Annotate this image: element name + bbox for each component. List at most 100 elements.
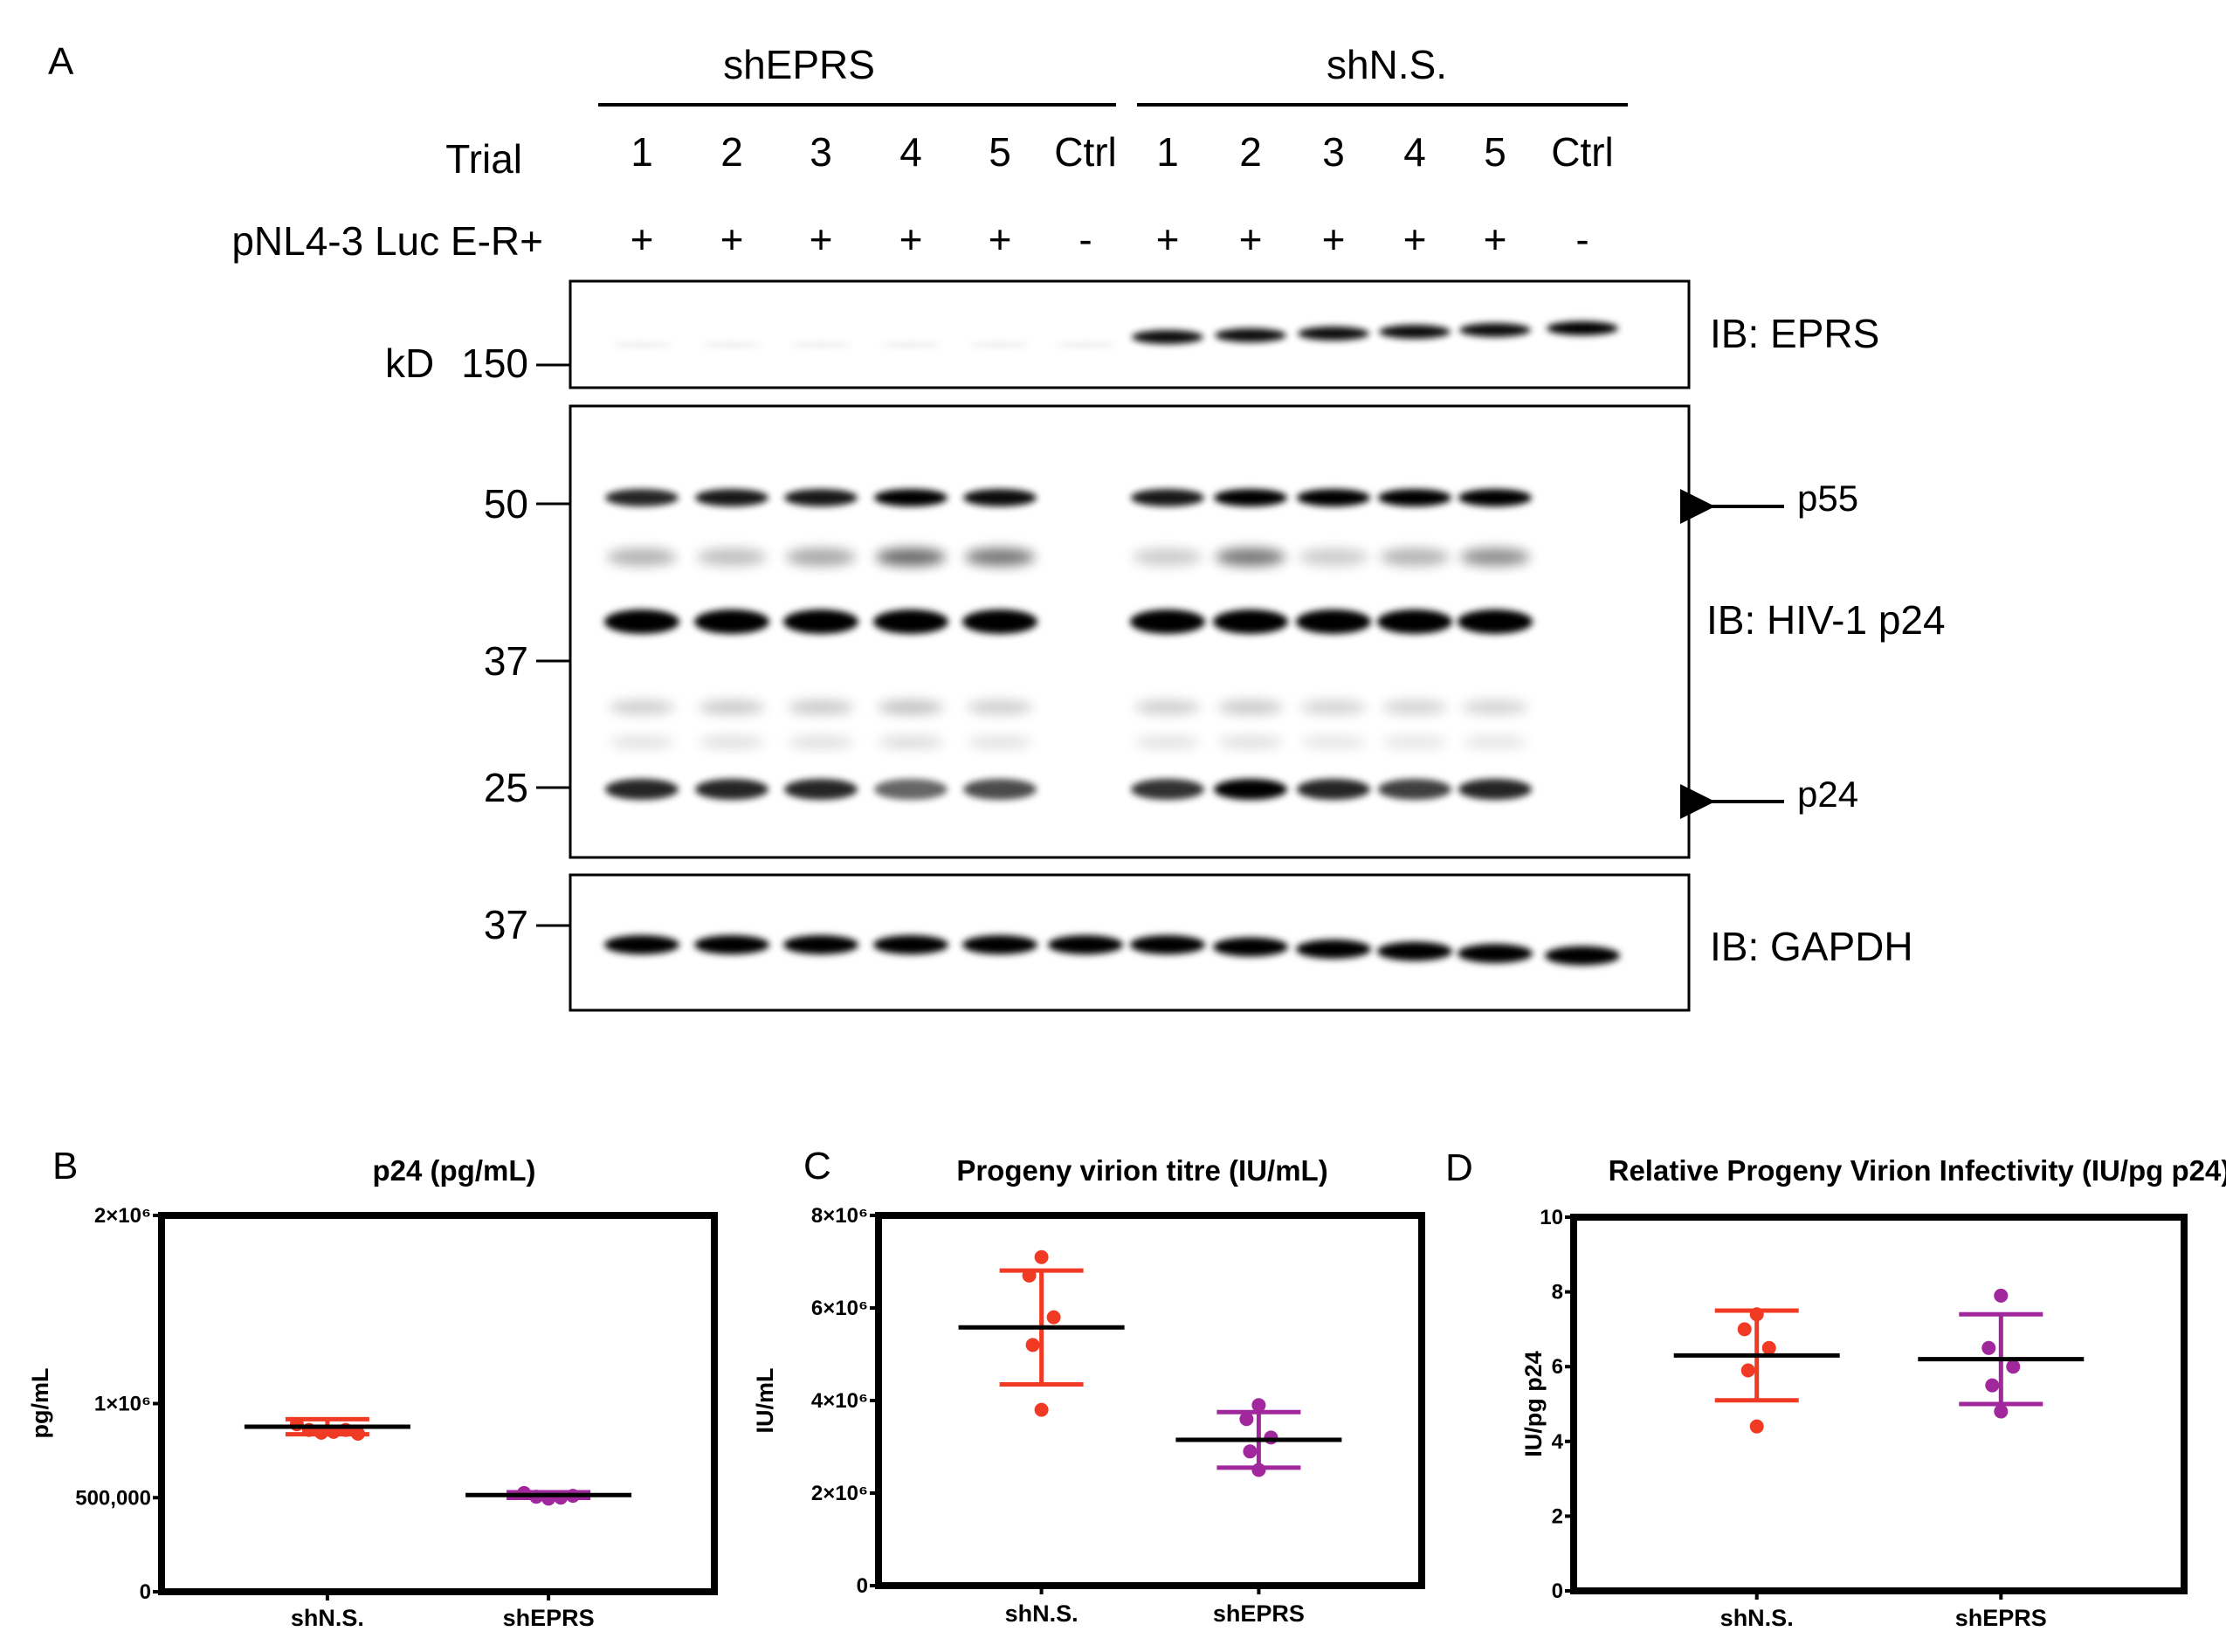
plasmid-sign: + <box>1156 217 1180 262</box>
data-point <box>350 1426 365 1441</box>
blot-band <box>790 342 851 348</box>
chart-title: Relative Progeny Virion Infectivity (IU/… <box>1609 1154 2226 1187</box>
blot-band <box>1133 548 1203 566</box>
plasmid-sign: + <box>1484 217 1507 262</box>
x-category-label: shEPRS <box>1213 1600 1305 1627</box>
plasmid-sign: + <box>720 217 744 262</box>
blot-band <box>1545 946 1620 966</box>
blot-band <box>1458 609 1533 634</box>
plasmid-sign: + <box>631 217 654 262</box>
panel-letter: B <box>52 1145 78 1187</box>
blot-band <box>1213 609 1288 634</box>
blot-band <box>1458 944 1533 963</box>
blot-band <box>694 609 769 634</box>
plasmid-sign: + <box>1322 217 1346 262</box>
blot-band <box>1459 323 1531 337</box>
blot-band <box>1131 489 1204 506</box>
blot-band <box>611 342 672 348</box>
blot-band <box>967 700 1033 714</box>
y-axis-label: IU/pg p24 <box>1520 1351 1547 1457</box>
blot-band <box>609 736 675 748</box>
marker-37: 37 <box>484 638 528 684</box>
chart-panel-d: D Relative Progeny Virion Infectivity (IU… <box>1445 1146 2226 1631</box>
blot-band <box>1214 779 1287 800</box>
plot-frame <box>875 1212 1425 1589</box>
y-tick-label: 6 <box>1552 1355 1563 1379</box>
blot-band <box>1300 700 1367 714</box>
blot-band <box>880 342 941 348</box>
data-point <box>1046 1310 1061 1325</box>
blot-band <box>965 548 1035 566</box>
lane-label: 2 <box>1239 129 1262 175</box>
plasmid-sign: + <box>989 217 1012 262</box>
plasmid-sign: + <box>1239 217 1263 262</box>
plasmid-label: pNL4-3 Luc E-R+ <box>231 218 543 264</box>
blot-band <box>783 935 858 954</box>
data-point <box>1994 1288 2009 1303</box>
chart-panel-c: C Progeny virion titre (IU/mL) IU/mL 0 2×10⁶… <box>752 1145 1425 1627</box>
blot-band <box>697 548 767 566</box>
blot-band <box>1297 489 1370 506</box>
blot-band <box>605 489 679 506</box>
blot-band <box>701 342 762 348</box>
arrow-label-p55: p55 <box>1797 478 1858 519</box>
blot-band <box>1048 935 1123 954</box>
y-tick-label: 0 <box>1552 1580 1563 1603</box>
data-point <box>1761 1340 1776 1355</box>
y-tick-label: 10 <box>1540 1206 1563 1229</box>
blot-band <box>604 609 679 634</box>
blot-band <box>786 548 856 566</box>
y-tick-label: 1×10⁶ <box>94 1393 151 1416</box>
y-tick-label: 0 <box>140 1580 151 1604</box>
data-point <box>1749 1307 1764 1322</box>
y-tick-label: 4×10⁶ <box>811 1389 868 1413</box>
blot-band <box>1462 736 1528 748</box>
data-point <box>1034 1249 1049 1264</box>
plot-frame <box>158 1212 718 1595</box>
blot-band <box>788 700 854 714</box>
blot-band <box>1377 609 1452 634</box>
plot-frame <box>1570 1214 2188 1594</box>
blot-band <box>874 489 948 506</box>
blot-band <box>1215 328 1286 342</box>
chart-title: p24 (pg/mL) <box>373 1154 536 1187</box>
data-point <box>1239 1412 1254 1427</box>
blot-band <box>1458 489 1532 506</box>
data-point <box>1740 1363 1755 1378</box>
blot-band <box>1134 736 1201 748</box>
lane-label: Ctrl <box>1054 129 1117 175</box>
plasmid-signs: + + + + + - + + + + + - <box>631 217 1589 262</box>
blot-band <box>878 700 944 714</box>
plasmid-sign: + <box>899 217 923 262</box>
data-point <box>1034 1402 1049 1417</box>
data-point <box>1994 1404 2009 1419</box>
marker-37-gapdh: 37 <box>484 902 528 947</box>
blot-band <box>1547 321 1618 335</box>
eprs-bands <box>611 321 1618 348</box>
blot-band <box>874 779 948 800</box>
x-category-label: shN.S. <box>1720 1605 1794 1631</box>
blot-band <box>1300 736 1367 748</box>
kd-label: kD <box>385 341 434 386</box>
lane-label: 2 <box>720 129 743 175</box>
blot-band <box>1298 327 1369 341</box>
lane-label: 4 <box>899 129 922 175</box>
blot-band <box>1378 489 1451 506</box>
blot-band <box>784 779 858 800</box>
marker-150: 150 <box>461 341 528 386</box>
blot-band <box>783 609 858 634</box>
data-point <box>314 1425 328 1440</box>
blot-band <box>604 935 679 954</box>
blot-band <box>1296 609 1371 634</box>
y-tick-label: 2 <box>1552 1504 1563 1528</box>
blot-band <box>605 779 679 800</box>
panel-a: A shEPRS shN.S. Trial pNL4-3 Luc E-R+ 1 2… <box>48 40 1946 1012</box>
blot-band <box>788 736 854 748</box>
panel-letter: C <box>803 1145 831 1187</box>
blot-band <box>1458 779 1532 800</box>
data-point <box>554 1490 569 1505</box>
data-point <box>289 1417 304 1432</box>
blot-band <box>1213 937 1288 957</box>
